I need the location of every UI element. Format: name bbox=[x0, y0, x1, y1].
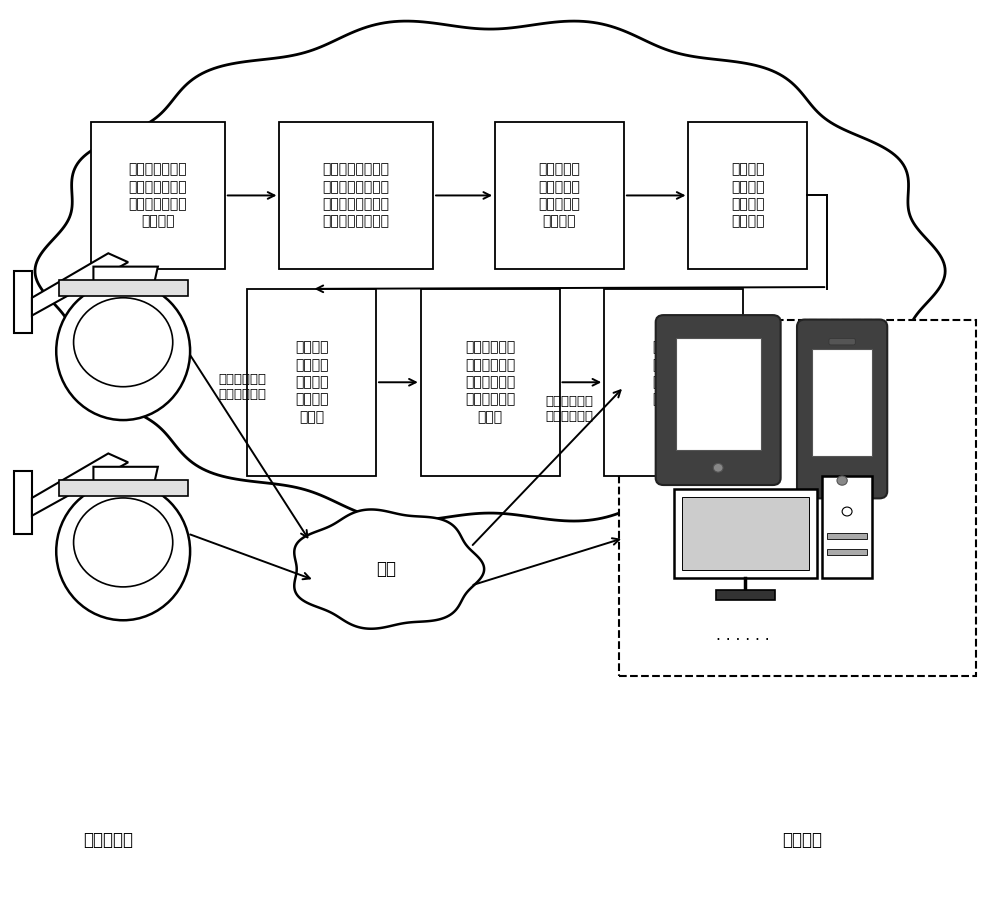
Ellipse shape bbox=[56, 482, 190, 621]
FancyBboxPatch shape bbox=[59, 280, 188, 296]
FancyBboxPatch shape bbox=[279, 122, 433, 269]
Text: 确定数据展示界
面中的第一窗口
和第二窗口的大
小和位置: 确定数据展示界 面中的第一窗口 和第二窗口的大 小和位置 bbox=[129, 163, 187, 228]
Text: 根据角度
更新第二
窗口对应
的第二投
影矩阵: 根据角度 更新第二 窗口对应 的第二投 影矩阵 bbox=[295, 340, 328, 424]
FancyBboxPatch shape bbox=[688, 122, 807, 269]
Polygon shape bbox=[294, 509, 484, 629]
Circle shape bbox=[713, 463, 723, 472]
Text: 鱼眼摄像头采
集的图像数据: 鱼眼摄像头采 集的图像数据 bbox=[218, 373, 266, 401]
FancyBboxPatch shape bbox=[14, 471, 32, 533]
Text: 根据第二投影
矩阵更新第二
图像，并在第
二窗口展示第
二图像: 根据第二投影 矩阵更新第二 图像，并在第 二窗口展示第 二图像 bbox=[465, 340, 515, 424]
FancyBboxPatch shape bbox=[91, 122, 225, 269]
Circle shape bbox=[842, 507, 852, 516]
FancyBboxPatch shape bbox=[829, 339, 855, 345]
Text: 鱼眼摄像头采
集的图像数据: 鱼眼摄像头采 集的图像数据 bbox=[545, 395, 593, 423]
Circle shape bbox=[694, 540, 726, 568]
FancyBboxPatch shape bbox=[59, 480, 188, 497]
FancyBboxPatch shape bbox=[827, 533, 867, 539]
Polygon shape bbox=[32, 253, 128, 315]
Text: 通过第一窗口显示
第一视角图像和导
航图像，第二窗口
显示第二视角图像: 通过第一窗口显示 第一视角图像和导 航图像，第二窗口 显示第二视角图像 bbox=[323, 163, 390, 228]
Polygon shape bbox=[93, 267, 158, 289]
Text: 鱼眼摄像头: 鱼眼摄像头 bbox=[83, 832, 133, 850]
Circle shape bbox=[685, 568, 707, 587]
Text: 将控制操
作转换为
三位空间
下的角度: 将控制操 作转换为 三位空间 下的角度 bbox=[731, 163, 765, 228]
FancyBboxPatch shape bbox=[797, 320, 887, 498]
Text: · · · · · ·: · · · · · · bbox=[716, 633, 770, 647]
FancyBboxPatch shape bbox=[421, 289, 560, 476]
FancyBboxPatch shape bbox=[827, 550, 867, 556]
Text: 网络: 网络 bbox=[376, 560, 396, 578]
FancyBboxPatch shape bbox=[812, 349, 872, 456]
Ellipse shape bbox=[56, 282, 190, 420]
FancyBboxPatch shape bbox=[619, 320, 976, 676]
Text: 获取基于导
航图像在第
一窗口上的
控制操作: 获取基于导 航图像在第 一窗口上的 控制操作 bbox=[539, 163, 580, 228]
Circle shape bbox=[706, 506, 750, 546]
Polygon shape bbox=[35, 21, 945, 521]
FancyBboxPatch shape bbox=[676, 338, 761, 450]
FancyBboxPatch shape bbox=[674, 489, 817, 578]
FancyBboxPatch shape bbox=[247, 289, 376, 476]
Polygon shape bbox=[32, 453, 128, 515]
Text: 电子设备: 电子设备 bbox=[782, 832, 822, 850]
FancyBboxPatch shape bbox=[822, 476, 872, 578]
Circle shape bbox=[837, 476, 847, 485]
Text: 根据第二投
影矩阵确定
导航图像，
并突出显示
导航图像: 根据第二投 影矩阵确定 导航图像， 并突出显示 导航图像 bbox=[653, 340, 694, 424]
FancyBboxPatch shape bbox=[716, 590, 775, 600]
FancyBboxPatch shape bbox=[656, 315, 781, 485]
FancyBboxPatch shape bbox=[604, 289, 743, 476]
FancyBboxPatch shape bbox=[14, 271, 32, 333]
FancyBboxPatch shape bbox=[682, 497, 809, 570]
Polygon shape bbox=[93, 467, 158, 489]
FancyBboxPatch shape bbox=[495, 122, 624, 269]
